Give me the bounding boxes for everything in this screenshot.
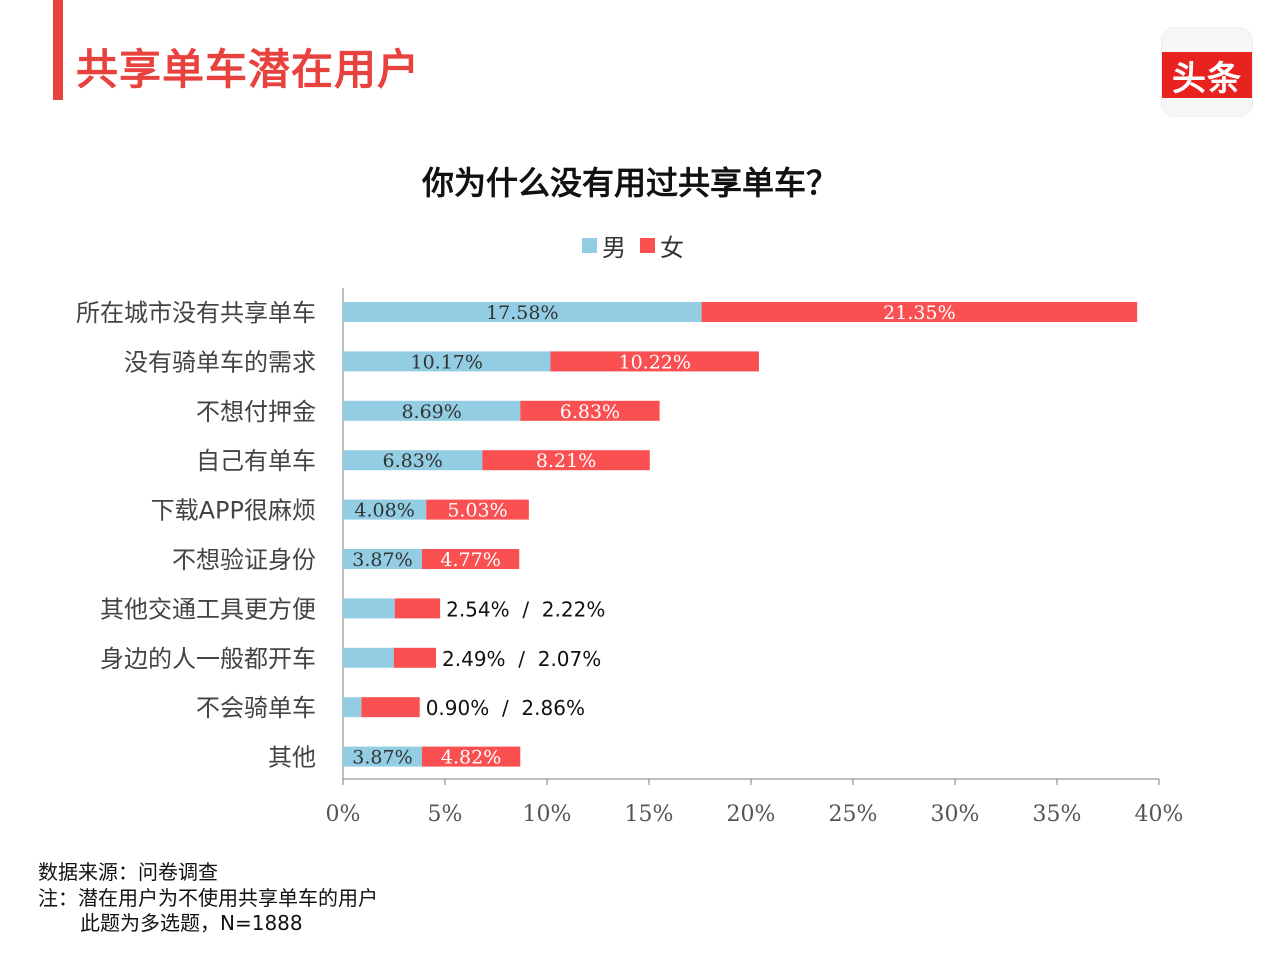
category-label: 其他交通工具更方便 bbox=[100, 595, 316, 623]
bar-male bbox=[343, 450, 483, 471]
data-label-male: 6.83% bbox=[382, 450, 442, 472]
footnote-note: 注：潜在用户为不使用共享单车的用户 bbox=[38, 886, 378, 910]
data-label-female: 5.03% bbox=[447, 500, 507, 522]
category-label: 不想付押金 bbox=[196, 398, 316, 426]
x-tick-label: 25% bbox=[829, 802, 878, 827]
bar-female bbox=[520, 400, 660, 421]
data-label-female: 21.35% bbox=[883, 302, 955, 324]
x-tick-label: 15% bbox=[625, 802, 674, 827]
chart-title: 你为什么没有用过共享单车？ bbox=[421, 164, 838, 202]
data-label-female: 4.77% bbox=[440, 549, 500, 571]
bar-male bbox=[343, 302, 702, 322]
data-label-male: 10.17% bbox=[411, 351, 483, 373]
data-label-female: 8.21% bbox=[536, 450, 596, 472]
category-label: 身边的人一般都开车 bbox=[100, 645, 316, 673]
bar-male bbox=[343, 647, 394, 668]
data-label-female: 6.83% bbox=[560, 401, 620, 423]
chart-legend: 男 女 bbox=[582, 228, 698, 263]
page-title: 共享单车潜在用户 bbox=[76, 45, 421, 94]
logo-text: 头条 bbox=[1162, 52, 1252, 99]
data-label-female: 4.82% bbox=[441, 747, 501, 769]
data-label-outside: 2.49% / 2.07% bbox=[442, 647, 601, 671]
category-label: 不会骑单车 bbox=[196, 694, 316, 722]
bar-male bbox=[343, 746, 422, 767]
bar-male bbox=[343, 549, 422, 569]
bar-male bbox=[343, 499, 427, 520]
data-label-male: 17.58% bbox=[486, 302, 558, 324]
category-label: 其他 bbox=[268, 744, 316, 772]
data-label-outside: 2.54% / 2.22% bbox=[446, 597, 605, 621]
bar-female bbox=[421, 746, 521, 767]
footnote-sample: 此题为多选题，N=1888 bbox=[80, 911, 303, 935]
x-tick-label: 0% bbox=[326, 802, 361, 827]
category-label: 没有骑单车的需求 bbox=[124, 348, 316, 376]
category-label: 自己有单车 bbox=[196, 447, 316, 475]
legend-swatch-female bbox=[640, 238, 655, 253]
legend-label-male: 男 bbox=[602, 234, 626, 262]
bar-female bbox=[361, 697, 420, 718]
bar-female bbox=[482, 450, 650, 471]
legend-item-female: 女 bbox=[640, 228, 684, 263]
bar-male bbox=[343, 697, 362, 718]
toutiao-logo: 头条 bbox=[1161, 27, 1253, 117]
bar-female bbox=[393, 647, 437, 668]
bar-female bbox=[421, 549, 520, 569]
category-label: 下载APP很麻烦 bbox=[151, 497, 316, 525]
data-label-male: 3.87% bbox=[352, 549, 412, 571]
bar-male bbox=[343, 598, 395, 619]
legend-swatch-male bbox=[582, 238, 597, 253]
x-tick-label: 35% bbox=[1033, 802, 1082, 827]
category-label: 不想验证身份 bbox=[172, 546, 316, 574]
x-tick-label: 10% bbox=[523, 802, 572, 827]
x-tick-label: 30% bbox=[931, 802, 980, 827]
data-label-outside: 0.90% / 2.86% bbox=[426, 696, 585, 720]
bar-male bbox=[343, 351, 551, 372]
title-accent-bar bbox=[53, 0, 63, 100]
bar-female bbox=[426, 499, 529, 520]
x-tick-label: 40% bbox=[1135, 802, 1184, 827]
bar-female bbox=[701, 302, 1138, 322]
bar-female bbox=[550, 351, 759, 372]
footnote-source: 数据来源：问卷调查 bbox=[38, 860, 218, 884]
bar-male bbox=[343, 400, 521, 421]
x-tick-label: 5% bbox=[428, 802, 463, 827]
data-label-male: 4.08% bbox=[354, 500, 414, 522]
legend-item-male: 男 bbox=[582, 228, 626, 263]
data-label-male: 3.87% bbox=[352, 747, 412, 769]
category-label: 所在城市没有共享单车 bbox=[76, 299, 316, 327]
legend-label-female: 女 bbox=[660, 234, 684, 262]
data-label-male: 8.69% bbox=[401, 401, 461, 423]
x-tick-label: 20% bbox=[727, 802, 776, 827]
bar-female bbox=[394, 598, 441, 619]
data-label-female: 10.22% bbox=[618, 351, 690, 373]
